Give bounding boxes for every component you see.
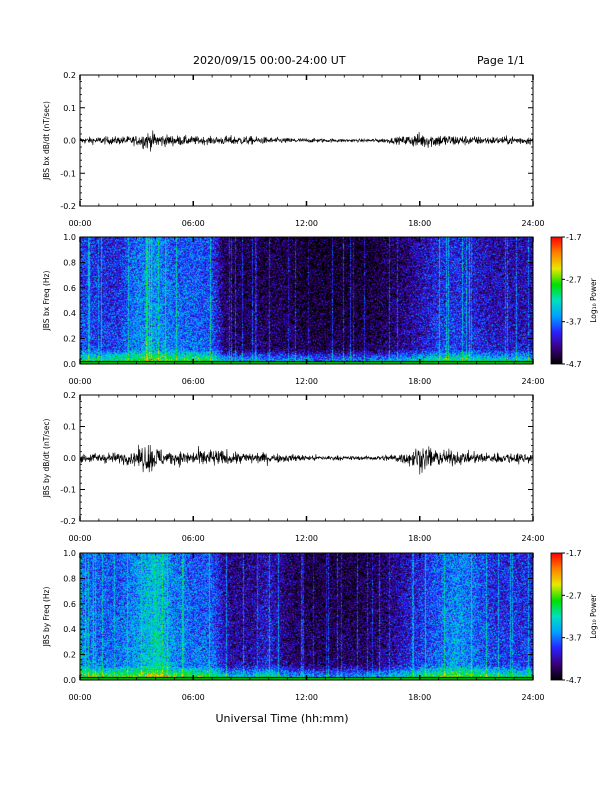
- x-tick-label: 12:00: [295, 534, 318, 543]
- y-tick-label: -0.2: [60, 517, 76, 526]
- x-tick-label: 24:00: [521, 377, 544, 386]
- y-tick-label: 0.4: [63, 309, 76, 318]
- page-number: Page 1/1: [477, 54, 525, 67]
- y-tick-label: 0.0: [63, 360, 76, 369]
- colorbar-tick-label: -1.7: [566, 549, 582, 558]
- x-tick-label: 00:00: [68, 219, 91, 228]
- spectrogram-image: [80, 237, 533, 364]
- y-tick-label: 0.0: [63, 676, 76, 685]
- y-tick-label: 0.2: [63, 71, 76, 80]
- x-tick-label: 24:00: [521, 534, 544, 543]
- y-axis-label: JBS by Freq (Hz): [42, 587, 51, 648]
- x-tick-label: 06:00: [182, 534, 205, 543]
- page-title: 2020/09/15 00:00-24:00 UT: [193, 54, 346, 67]
- panel-by-spectrogram: -1.7 -2.7 -3.7 -4.7 Log₁₀ Power 1.0 0.8 0.6 0.4 0…: [42, 549, 598, 702]
- spectrogram-image: [80, 553, 533, 680]
- y-tick-label: 0.4: [63, 625, 76, 634]
- x-tick-label: 06:00: [182, 219, 205, 228]
- x-tick-label: 18:00: [408, 377, 431, 386]
- series-line: [79, 130, 534, 152]
- colorbar: [550, 236, 563, 365]
- x-axis-label: Universal Time (hh:mm): [216, 712, 349, 725]
- x-tick-label: 12:00: [295, 219, 318, 228]
- x-tick-label: 00:00: [68, 534, 91, 543]
- colorbar-tick-label: -2.7: [566, 591, 582, 600]
- y-tick-label: 0.1: [63, 104, 76, 113]
- x-tick-label: 18:00: [408, 534, 431, 543]
- colorbar-tick-label: -1.7: [566, 233, 582, 242]
- y-tick-label: 0.8: [63, 258, 76, 267]
- y-tick-label: 0.2: [63, 391, 76, 400]
- y-tick-label: 0.6: [63, 600, 76, 609]
- y-tick-label: 0.8: [63, 574, 76, 583]
- x-tick-label: 12:00: [295, 377, 318, 386]
- x-tick-label: 18:00: [408, 693, 431, 702]
- colorbar-tick-label: -4.7: [566, 676, 582, 685]
- colorbar-tick-label: -4.7: [566, 360, 582, 369]
- y-tick-label: 0.1: [63, 423, 76, 432]
- y-axis-label: JBS bx dB/dt (nT/sec): [42, 101, 51, 181]
- y-tick-label: -0.1: [60, 169, 76, 178]
- y-tick-label: 0.6: [63, 284, 76, 293]
- x-tick-label: 18:00: [408, 219, 431, 228]
- y-tick-label: 0.0: [63, 454, 76, 463]
- colorbar-tick-label: -3.7: [566, 318, 582, 327]
- x-tick-label: 24:00: [521, 219, 544, 228]
- y-tick-label: 1.0: [63, 549, 76, 558]
- x-tick-label: 06:00: [182, 693, 205, 702]
- y-tick-label: -0.2: [60, 202, 76, 211]
- y-axis-label: JBS bx Freq (Hz): [42, 271, 51, 332]
- y-tick-label: 0.0: [63, 137, 76, 146]
- colorbar-title: Log₁₀ Power: [589, 593, 598, 638]
- x-tick-label: 24:00: [521, 693, 544, 702]
- x-tick-label: 12:00: [295, 693, 318, 702]
- colorbar-tick-label: -2.7: [566, 275, 582, 284]
- panel-by-dbdt: 0.2 0.1 0.0 -0.1 -0.2 00:00 06:00 12:00 18:00 24:…: [42, 391, 545, 543]
- y-axis-label: JBS by dB/dt (nT/sec): [42, 419, 51, 499]
- y-tick-label: 0.2: [63, 651, 76, 660]
- panel-bx-dbdt: 0.2 0.1 0.0 -0.1 -0.2 00:00 06:00 12:00 18:00 24:…: [42, 71, 545, 228]
- x-tick-label: 00:00: [68, 693, 91, 702]
- y-tick-label: 1.0: [63, 233, 76, 242]
- colorbar-tick-label: -3.7: [566, 634, 582, 643]
- colorbar: [550, 552, 563, 681]
- y-tick-label: -0.1: [60, 486, 76, 495]
- y-tick-label: 0.2: [63, 335, 76, 344]
- x-tick-label: 06:00: [182, 377, 205, 386]
- colorbar-title: Log₁₀ Power: [589, 277, 598, 322]
- panel-bx-spectrogram: -1.7 -2.7 -3.7 -4.7 Log₁₀ Power 1.0 0.8 0.6 0.4 0…: [42, 233, 598, 386]
- series-line: [79, 444, 534, 475]
- x-tick-label: 00:00: [68, 377, 91, 386]
